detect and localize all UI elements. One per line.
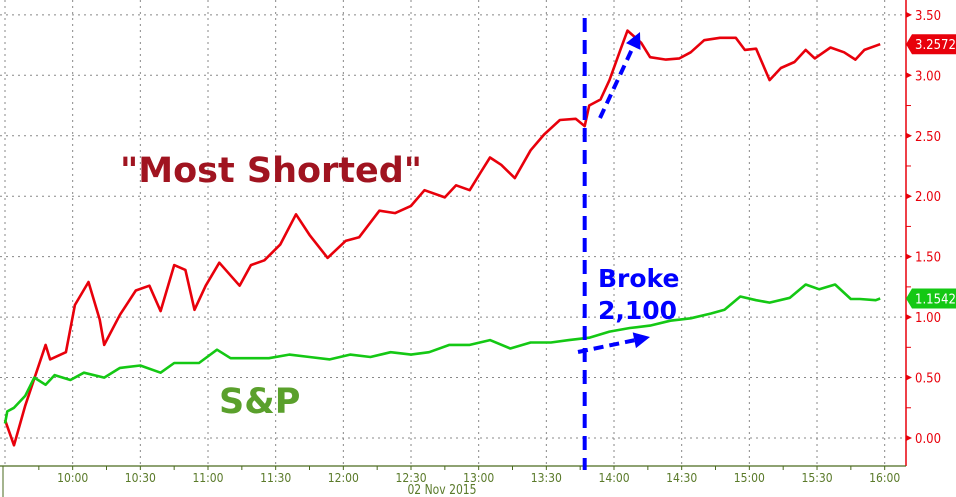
y-tick-label: 0.50 [915, 372, 941, 387]
sp-arrow-shaft [577, 338, 635, 354]
most-shorted-label: "Most Shorted" [120, 151, 422, 191]
x-tick-label: 10:00 [57, 471, 88, 485]
last-value-tag: 1.1542 [906, 288, 956, 309]
x-tick-label: 13:30 [531, 471, 562, 485]
y-tick-label: 0.00 [915, 432, 941, 447]
series-line-sp [3, 283, 881, 424]
last-value-text: 3.2572 [915, 38, 956, 53]
x-tick-label: 11:30 [260, 471, 291, 485]
broke-label-line1: Broke [598, 264, 679, 293]
y-tick-label: 1.00 [915, 311, 941, 326]
x-tick-label: 10:30 [125, 471, 156, 485]
y-tick-label: 1.50 [915, 251, 941, 266]
x-tick-label: 14:00 [598, 471, 629, 485]
y-tick-label: 2.00 [915, 190, 941, 205]
annotations: "Most Shorted" S&P Broke 2,100 [120, 18, 679, 470]
last-value-tag-bg [906, 34, 956, 55]
y-tick-label: 2.50 [915, 130, 941, 145]
x-tick-label: 16:00 [869, 471, 900, 485]
x-tick-label: 12:00 [328, 471, 359, 485]
x-tick-label: 11:00 [192, 471, 223, 485]
y-tick-label: 3.50 [915, 9, 941, 24]
y-tick-label: 3.00 [915, 69, 941, 84]
series-lines [3, 29, 881, 447]
broke-label-line2: 2,100 [598, 296, 677, 325]
x-axis-date-label: 02 Nov 2015 [407, 481, 476, 497]
sp-arrow-arrowhead-icon [632, 332, 650, 349]
last-value-tag-bg [906, 288, 956, 309]
y-tick-marker [906, 11, 912, 18]
y-tick-marker [906, 314, 912, 321]
gridlines [0, 0, 906, 466]
y-tick-marker [906, 132, 912, 139]
y-tick-marker [906, 193, 912, 200]
x-tick-label: 12:30 [395, 471, 426, 485]
x-tick-label: 15:00 [734, 471, 765, 485]
y-tick-marker [906, 72, 912, 79]
series-line-most-shorted [3, 29, 881, 447]
sp-label: S&P [219, 382, 300, 422]
last-value-tag: 3.2572 [906, 34, 956, 55]
most-shorted-arrow-arrowhead-icon [625, 32, 641, 50]
x-tick-label: 15:30 [801, 471, 832, 485]
y-tick-marker [906, 374, 912, 381]
x-tick-label: 14:30 [666, 471, 697, 485]
y-tick-marker [906, 253, 912, 260]
x-tick-label: 13:00 [463, 471, 494, 485]
most-shorted-arrow-shaft [598, 45, 636, 119]
y-tick-marker [906, 435, 912, 441]
last-value-text: 1.1542 [915, 292, 956, 307]
